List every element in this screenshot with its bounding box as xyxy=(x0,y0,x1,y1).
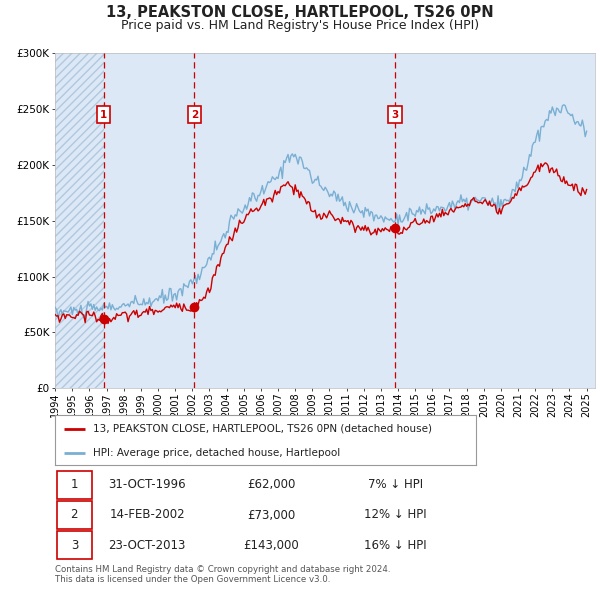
Text: 1: 1 xyxy=(100,110,107,120)
Bar xyxy=(194,53,395,388)
Text: £62,000: £62,000 xyxy=(247,478,295,491)
Text: 31-OCT-1996: 31-OCT-1996 xyxy=(108,478,186,491)
FancyBboxPatch shape xyxy=(57,532,92,559)
Text: 7% ↓ HPI: 7% ↓ HPI xyxy=(368,478,423,491)
Text: £143,000: £143,000 xyxy=(244,539,299,552)
Text: 12% ↓ HPI: 12% ↓ HPI xyxy=(364,509,427,522)
Text: £73,000: £73,000 xyxy=(247,509,295,522)
Text: 13, PEAKSTON CLOSE, HARTLEPOOL, TS26 0PN (detached house): 13, PEAKSTON CLOSE, HARTLEPOOL, TS26 0PN… xyxy=(93,424,432,434)
Text: Contains HM Land Registry data © Crown copyright and database right 2024.
This d: Contains HM Land Registry data © Crown c… xyxy=(55,565,391,584)
Text: 2: 2 xyxy=(191,110,198,120)
Text: HPI: Average price, detached house, Hartlepool: HPI: Average price, detached house, Hart… xyxy=(93,447,340,457)
Text: 13, PEAKSTON CLOSE, HARTLEPOOL, TS26 0PN: 13, PEAKSTON CLOSE, HARTLEPOOL, TS26 0PN xyxy=(106,5,494,20)
Text: 3: 3 xyxy=(71,539,78,552)
Bar xyxy=(55,53,104,388)
Text: 3: 3 xyxy=(391,110,398,120)
Text: 14-FEB-2002: 14-FEB-2002 xyxy=(109,509,185,522)
Text: 23-OCT-2013: 23-OCT-2013 xyxy=(109,539,185,552)
Text: Price paid vs. HM Land Registry's House Price Index (HPI): Price paid vs. HM Land Registry's House … xyxy=(121,19,479,32)
Bar xyxy=(55,53,104,388)
FancyBboxPatch shape xyxy=(57,502,92,529)
Bar xyxy=(104,53,194,388)
FancyBboxPatch shape xyxy=(57,471,92,499)
Bar xyxy=(395,53,595,388)
Text: 16% ↓ HPI: 16% ↓ HPI xyxy=(364,539,427,552)
Text: 1: 1 xyxy=(71,478,78,491)
Text: 2: 2 xyxy=(71,509,78,522)
